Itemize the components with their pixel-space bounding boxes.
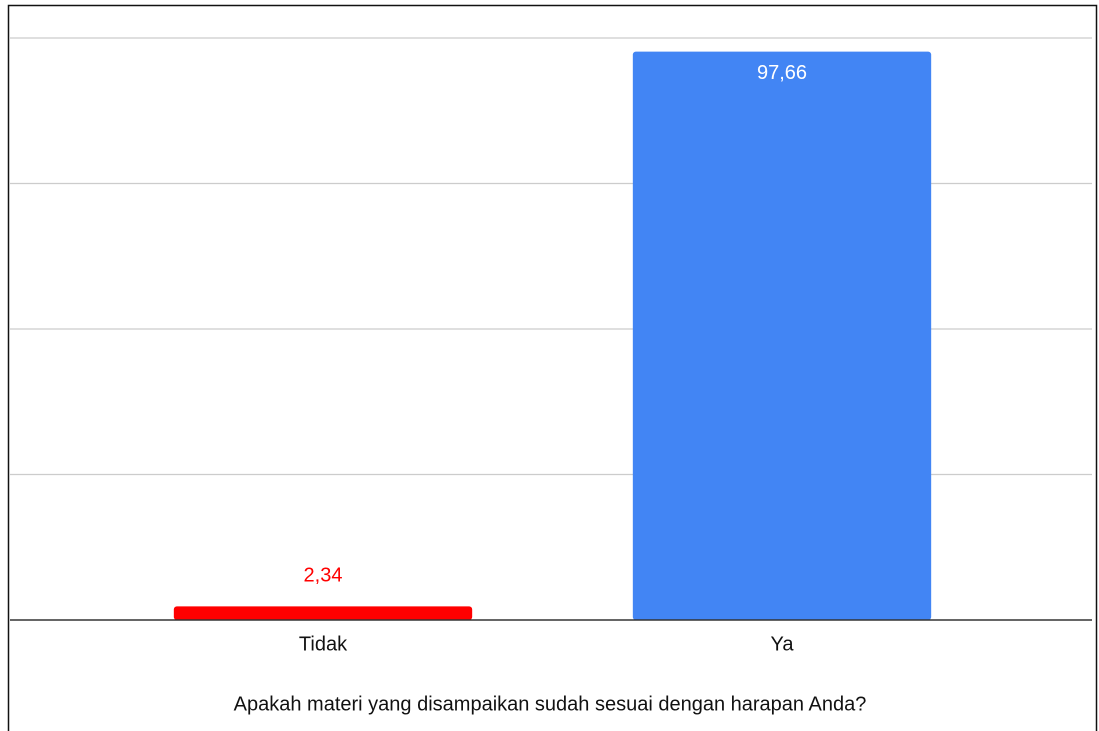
x-tick-label: Tidak [299,633,348,655]
x-tick-label: Ya [771,633,795,655]
data-label: 2,34 [304,565,343,587]
bar [632,51,932,621]
bar [173,606,473,620]
x-axis-title: Apakah materi yang disampaikan sudah ses… [234,693,867,715]
data-label: 97,66 [757,62,807,84]
chart-frame [7,4,1098,731]
